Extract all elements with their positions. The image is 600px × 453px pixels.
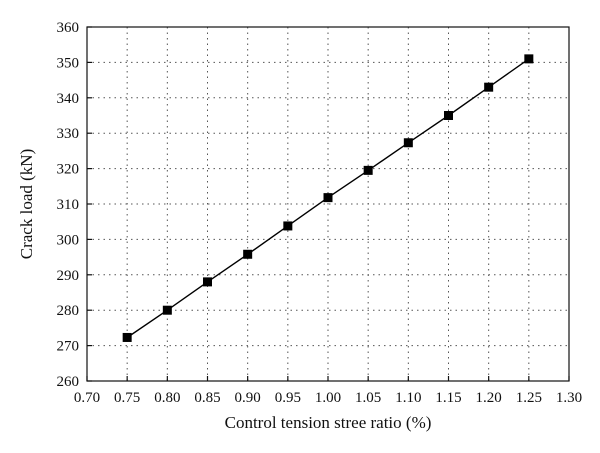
y-tick-label: 350 [57, 55, 80, 71]
x-tick-label: 0.95 [275, 390, 301, 406]
y-tick-label: 260 [57, 374, 80, 390]
x-tick-label: 1.25 [516, 390, 542, 406]
x-tick-label: 0.90 [235, 390, 261, 406]
data-point-marker [162, 305, 172, 315]
data-point-marker [444, 111, 453, 120]
y-tick-label: 290 [57, 268, 80, 284]
data-point-marker [484, 82, 494, 92]
x-tick-label: 1.30 [556, 390, 582, 406]
x-tick-label: 1.15 [435, 390, 461, 406]
x-tick-label: 1.10 [395, 390, 421, 406]
y-tick-label: 280 [57, 303, 80, 319]
data-point-marker [122, 332, 132, 342]
data-point-marker [283, 221, 293, 231]
y-axis-title: Crack load (kN) [17, 149, 36, 259]
data-point-marker [403, 138, 413, 148]
y-tick-label: 270 [57, 339, 80, 355]
grid [87, 27, 569, 381]
y-tick-label: 320 [57, 162, 80, 178]
y-tick-label: 310 [57, 197, 80, 213]
x-tick-label: 1.20 [476, 390, 502, 406]
series-group [122, 54, 534, 342]
data-point-marker [243, 249, 253, 259]
x-tick-label: 0.75 [114, 390, 140, 406]
y-tick-label: 360 [57, 20, 80, 36]
y-tick-label: 330 [57, 126, 80, 142]
axis-ticks: 0.70 0.75 0.80 0.85 0.90 0.95 1.00 1.05 1.10 1.15… [57, 20, 583, 406]
x-tick-label: 0.80 [154, 390, 180, 406]
x-tick-label: 1.05 [355, 390, 381, 406]
data-point-marker [323, 193, 333, 203]
data-point-marker [363, 165, 373, 175]
data-point-marker [524, 54, 534, 64]
y-tick-label: 340 [57, 91, 80, 107]
x-axis-title: Control tension stree ratio (%) [225, 413, 432, 432]
x-tick-label: 0.85 [194, 390, 220, 406]
y-tick-label: 300 [57, 232, 80, 248]
x-tick-label: 0.70 [74, 390, 100, 406]
data-point-marker [203, 277, 212, 287]
x-tick-label: 1.00 [315, 390, 341, 406]
